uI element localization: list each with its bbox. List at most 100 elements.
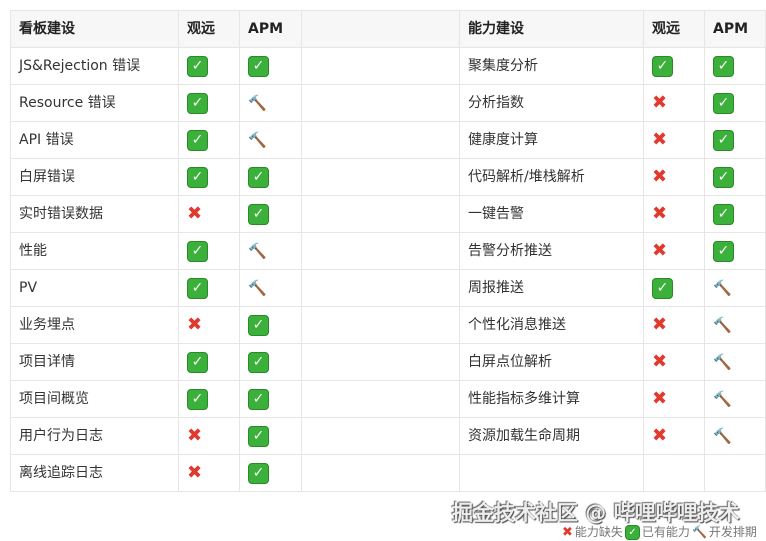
legend-no: 能力缺失 — [574, 525, 623, 539]
hammer-icon: 🔨 — [713, 389, 732, 408]
guanyuan-status: ✖ — [643, 343, 705, 381]
item-name: 性能 — [10, 232, 179, 270]
cross-icon: ✖ — [652, 387, 668, 409]
guanyuan-status: ✖ — [643, 195, 705, 233]
check-box-icon: ✓ — [248, 462, 269, 484]
check-box-icon: ✓ — [248, 203, 269, 225]
item-name: 一键告警 — [459, 195, 644, 233]
header-row: 看板建设 观远 APM 能力建设 观远 APM — [10, 10, 766, 48]
apm-status: 🔨 — [239, 232, 302, 270]
table-row: 性能 ✓ 🔨 告警分析推送 ✖ ✓ — [10, 232, 766, 270]
check-box-icon: ✓ — [187, 92, 208, 114]
guanyuan-status: ✖ — [178, 306, 240, 344]
apm-status: 🔨 — [704, 380, 766, 418]
apm-status: 🔨 — [704, 343, 766, 381]
item-name: 聚集度分析 — [459, 47, 644, 85]
hammer-icon: 🔨 — [713, 278, 732, 297]
guanyuan-status: ✓ — [178, 380, 240, 418]
apm-status: ✓ — [239, 158, 302, 196]
item-name: 告警分析推送 — [459, 232, 644, 270]
check-box-icon: ✓ — [187, 240, 208, 262]
guanyuan-status: ✖ — [643, 380, 705, 418]
apm-status: ✓ — [239, 454, 302, 492]
header-guanyuan: 观远 — [178, 10, 240, 48]
apm-status: ✓ — [704, 47, 766, 85]
guanyuan-status: ✖ — [178, 454, 240, 492]
check-box-icon: ✓ — [713, 129, 734, 151]
check-box-icon: ✓ — [248, 55, 269, 77]
guanyuan-status: ✖ — [643, 232, 705, 270]
hammer-icon: 🔨 — [248, 130, 267, 149]
apm-status: 🔨 — [704, 417, 766, 455]
apm-status: 🔨 — [239, 121, 302, 159]
header-right: 能力建设 — [459, 10, 644, 48]
hammer-icon: 🔨 — [713, 426, 732, 445]
item-name: 代码解析/堆栈解析 — [459, 158, 644, 196]
spacer-cell — [301, 47, 460, 85]
check-box-icon: ✓ — [187, 277, 208, 299]
item-name: API 错误 — [10, 121, 179, 159]
item-name: 实时错误数据 — [10, 195, 179, 233]
guanyuan-status: ✓ — [178, 47, 240, 85]
guanyuan-status: ✖ — [178, 195, 240, 233]
apm-status: 🔨 — [704, 306, 766, 344]
cross-icon: ✖ — [652, 350, 668, 372]
check-box-icon: ✓ — [248, 351, 269, 373]
cross-icon: ✖ — [652, 313, 668, 335]
apm-status: ✓ — [239, 417, 302, 455]
legend-dev: 开发排期 — [708, 525, 757, 539]
guanyuan-status: ✖ — [643, 417, 705, 455]
table-row: PV ✓ 🔨 周报推送 ✓ 🔨 — [10, 269, 766, 307]
table-row: 离线追踪日志 ✖ ✓ — [10, 454, 766, 492]
empty-cell — [643, 454, 705, 492]
hammer-icon: 🔨 — [713, 315, 732, 334]
apm-status: ✓ — [704, 232, 766, 270]
check-box-icon: ✓ — [187, 351, 208, 373]
hammer-icon: 🔨 — [248, 278, 267, 297]
item-name: 资源加载生命周期 — [459, 417, 644, 455]
cross-icon: ✖ — [652, 165, 668, 187]
apm-status: 🔨 — [239, 84, 302, 122]
check-box-icon: ✓ — [713, 92, 734, 114]
table-row: 实时错误数据 ✖ ✓ 一键告警 ✖ ✓ — [10, 195, 766, 233]
apm-status: 🔨 — [239, 269, 302, 307]
check-box-icon: ✓ — [652, 55, 673, 77]
empty-cell — [459, 454, 644, 492]
apm-status: ✓ — [704, 158, 766, 196]
table-row: 白屏错误 ✓ ✓ 代码解析/堆栈解析 ✖ ✓ — [10, 158, 766, 196]
capability-table: 看板建设 观远 APM 能力建设 观远 APM JS&Rejection 错误 ✓… — [10, 10, 766, 492]
table-row: API 错误 ✓ 🔨 健康度计算 ✖ ✓ — [10, 121, 766, 159]
table-row: 项目间概览 ✓ ✓ 性能指标多维计算 ✖ 🔨 — [10, 380, 766, 418]
table-row: 项目详情 ✓ ✓ 白屏点位解析 ✖ 🔨 — [10, 343, 766, 381]
hammer-icon: 🔨 — [248, 93, 267, 112]
apm-status: ✓ — [239, 47, 302, 85]
apm-status: ✓ — [704, 84, 766, 122]
item-name: JS&Rejection 错误 — [10, 47, 179, 85]
apm-status: ✓ — [704, 121, 766, 159]
cross-icon: ✖ — [652, 202, 668, 224]
guanyuan-status: ✓ — [178, 232, 240, 270]
header-apm-2: APM — [704, 10, 766, 48]
cross-icon: ✖ — [187, 424, 203, 446]
guanyuan-status: ✖ — [643, 121, 705, 159]
check-box-icon: ✓ — [187, 129, 208, 151]
header-guanyuan-2: 观远 — [643, 10, 705, 48]
cross-icon: ✖ — [187, 461, 203, 483]
guanyuan-status: ✓ — [643, 47, 705, 85]
item-name: 个性化消息推送 — [459, 306, 644, 344]
spacer-cell — [301, 84, 460, 122]
item-name: 白屏错误 — [10, 158, 179, 196]
check-box-icon: ✓ — [248, 425, 269, 447]
apm-status: ✓ — [239, 306, 302, 344]
header-blank — [301, 10, 460, 48]
spacer-cell — [301, 121, 460, 159]
spacer-cell — [301, 195, 460, 233]
guanyuan-status: ✓ — [178, 158, 240, 196]
cross-icon: ✖ — [187, 313, 203, 335]
check-box-icon: ✓ — [187, 55, 208, 77]
legend-yes: 已有能力 — [641, 525, 690, 539]
table-row: 用户行为日志 ✖ ✓ 资源加载生命周期 ✖ 🔨 — [10, 417, 766, 455]
spacer-cell — [301, 454, 460, 492]
item-name: Resource 错误 — [10, 84, 179, 122]
check-box-icon: ✓ — [652, 277, 673, 299]
